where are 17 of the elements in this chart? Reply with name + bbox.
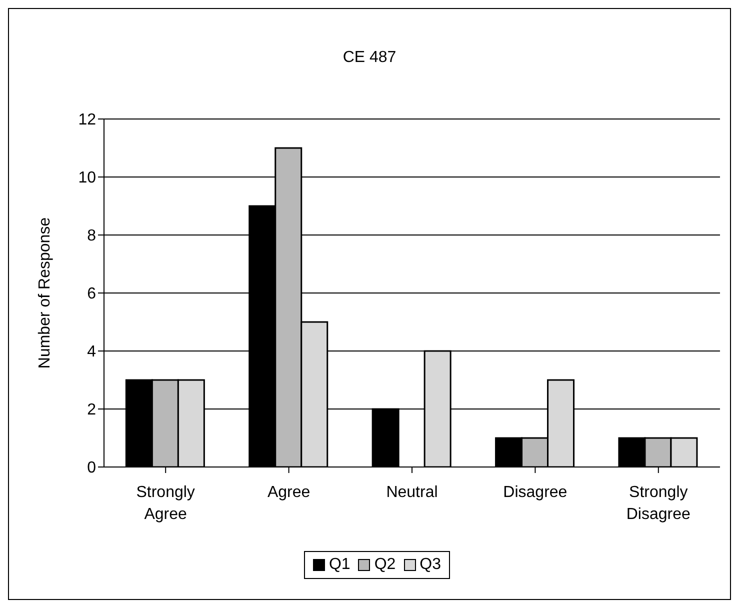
x-tick-label: Agree (267, 484, 310, 501)
legend-label: Q3 (418, 556, 442, 574)
y-tick-label: 10 (78, 170, 96, 187)
y-tick-label: 8 (87, 228, 96, 245)
chart-title: CE 487 (342, 49, 398, 67)
y-axis-title: Number of Response (36, 217, 54, 369)
legend-label: Q2 (373, 556, 396, 574)
x-tick-label: Strongly Disagree (626, 484, 691, 523)
x-tick-label: Strongly Agree (136, 484, 195, 523)
y-tick-label: 6 (87, 286, 96, 303)
y-tick-label: 12 (78, 112, 96, 129)
y-tick-label: 2 (87, 402, 96, 419)
y-tick-label: 4 (87, 344, 96, 361)
x-tick-label: Disagree (503, 484, 568, 501)
x-tick-label: Neutral (386, 484, 438, 501)
y-tick-label: 0 (87, 460, 96, 477)
legend-label: Q1 (328, 556, 350, 574)
